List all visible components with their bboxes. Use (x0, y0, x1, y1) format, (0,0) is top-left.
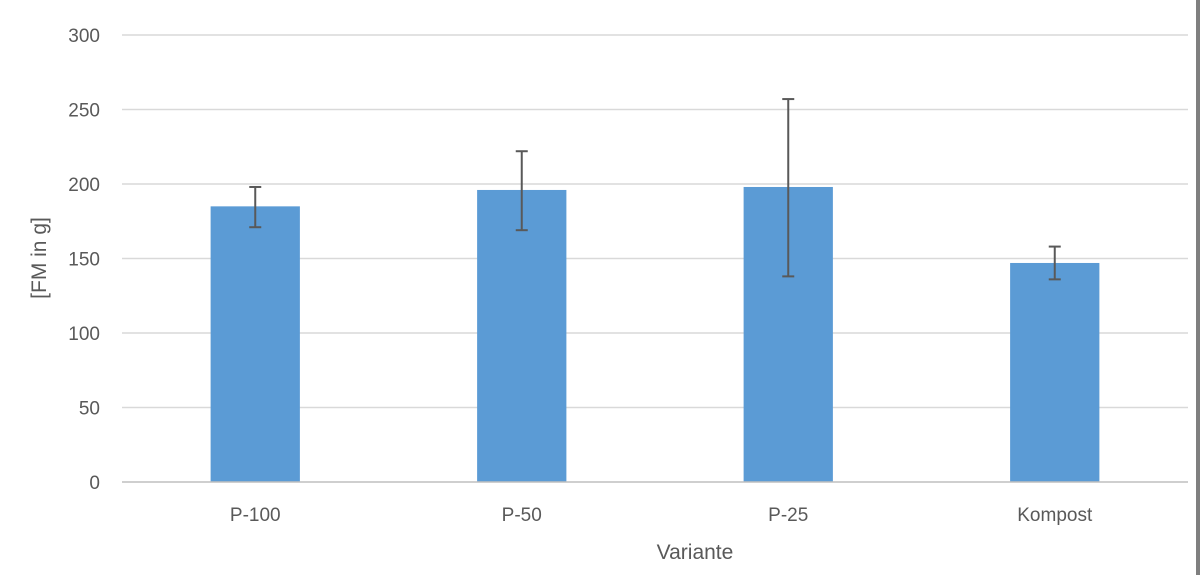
x-tick-label: P-25 (768, 505, 808, 526)
y-tick-label: 300 (68, 26, 100, 47)
y-tick-label: 250 (68, 101, 100, 122)
window-edge (1196, 0, 1200, 575)
y-tick-label: 0 (89, 473, 100, 494)
bars (210, 186, 1100, 483)
y-tick-label: 150 (68, 250, 100, 271)
x-tick-label: P-100 (230, 505, 281, 526)
tick-labels: 0 50 100 150 200 250 300 P-100 P-50 P-25 Kompost (68, 26, 1093, 526)
x-tick-label: Kompost (1017, 505, 1093, 526)
bar (1010, 262, 1100, 482)
y-axis-title: [FM in g] (28, 217, 51, 299)
x-axis-title: Variante (657, 541, 734, 564)
bar (210, 206, 300, 482)
x-tick-label: P-50 (502, 505, 542, 526)
bar (477, 189, 567, 482)
y-tick-label: 200 (68, 175, 100, 196)
y-tick-label: 100 (68, 324, 100, 345)
error-bars (249, 98, 1061, 281)
y-tick-label: 50 (79, 399, 100, 420)
